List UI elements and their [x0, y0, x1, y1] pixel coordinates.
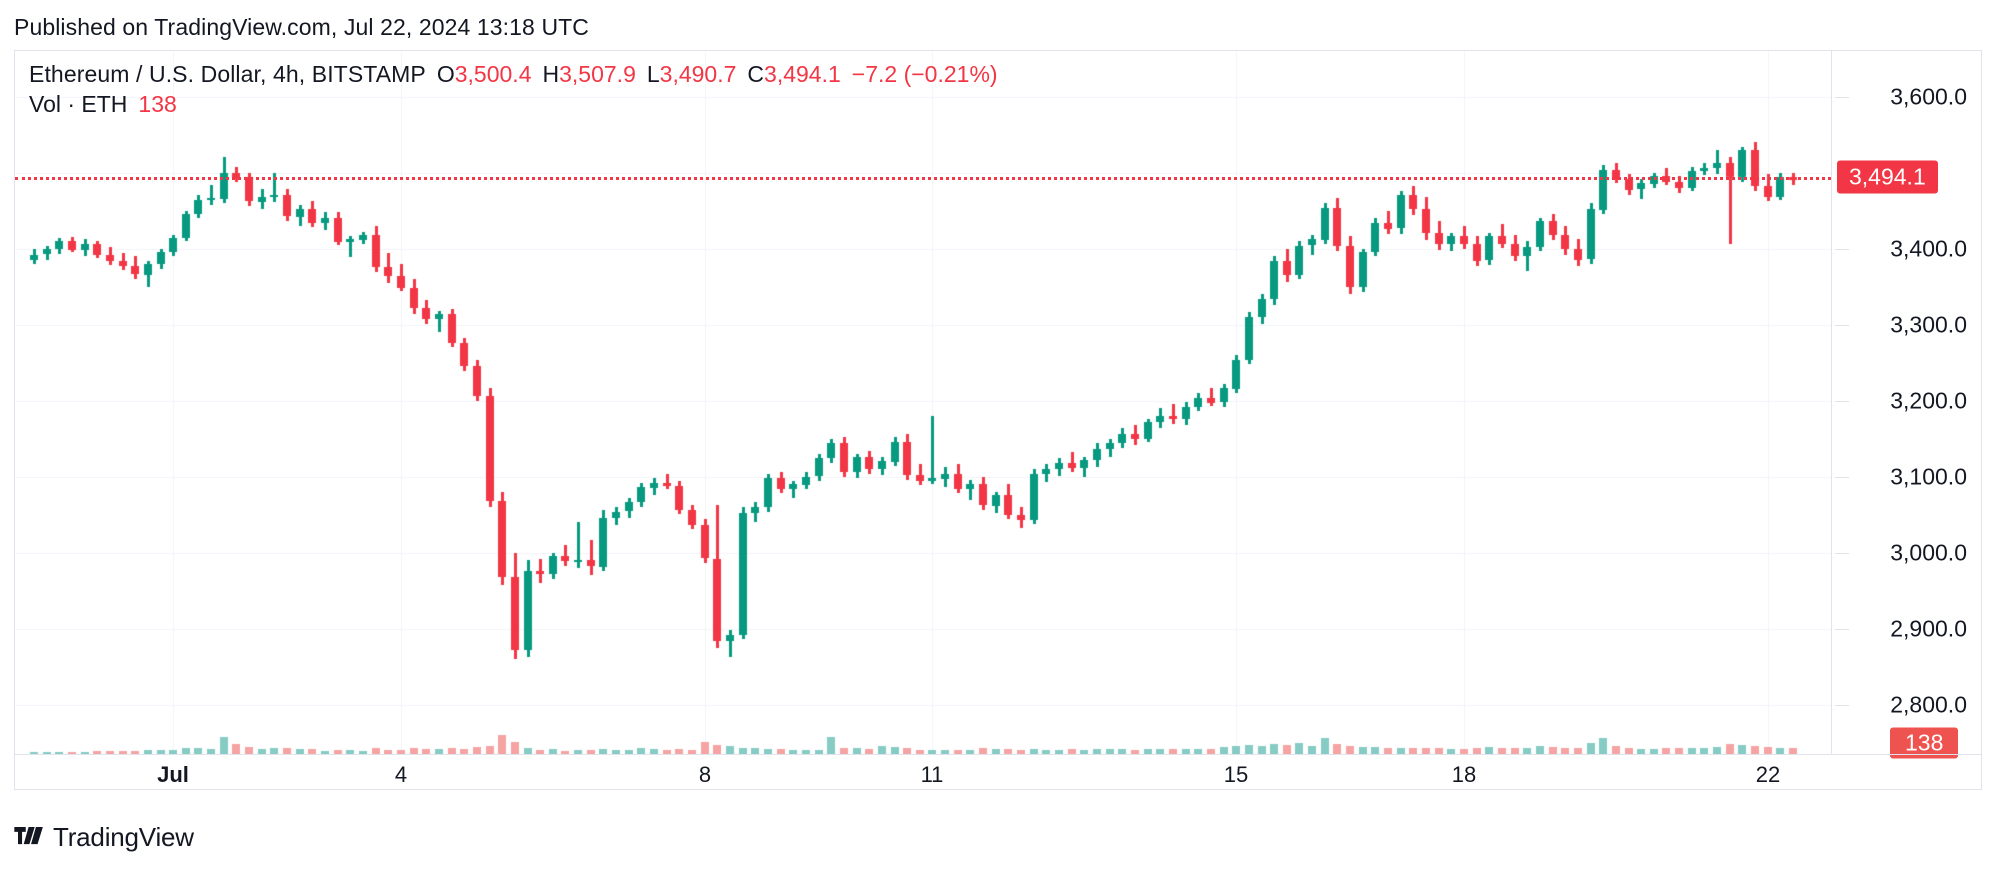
price-tick-label: 3,000.0: [1890, 539, 1967, 566]
time-tick-label: 4: [394, 762, 408, 787]
candlestick-canvas[interactable]: [15, 51, 1831, 754]
price-tick-label: 3,200.0: [1890, 387, 1967, 414]
price-tick-dash: [1835, 325, 1849, 326]
tradingview-logo-icon: [14, 826, 43, 844]
chart-container[interactable]: Ethereum / U.S. Dollar, 4h, BITSTAMP O3,5…: [14, 50, 1982, 790]
price-tick-label: 3,600.0: [1890, 83, 1967, 110]
chart-plot-area[interactable]: [15, 51, 1831, 754]
volume-value-badge[interactable]: 138: [1890, 727, 1959, 759]
price-tick-label: 2,900.0: [1890, 615, 1967, 642]
current-price-line: [15, 177, 1831, 180]
price-tick-dash: [1835, 249, 1849, 250]
time-tick-label: Jul: [157, 762, 189, 787]
price-tick-dash: [1835, 97, 1849, 98]
price-scale[interactable]: 3,600.0 3,400.0 3,300.0 3,200.0 3,100.0 3,000…: [1831, 51, 1981, 759]
price-tick-label: 3,300.0: [1890, 311, 1967, 338]
time-tick-label: 11: [920, 762, 944, 787]
price-tick-label: 2,800.0: [1890, 691, 1967, 718]
published-timestamp: Published on TradingView.com, Jul 22, 20…: [14, 14, 590, 40]
price-tick-dash: [1835, 705, 1849, 706]
price-tick-dash: [1835, 553, 1849, 554]
time-tick-label: 8: [698, 762, 712, 787]
current-price-badge[interactable]: 3,494.1: [1837, 160, 1938, 194]
time-tick-label: 18: [1451, 762, 1477, 787]
price-tick-label: 3,400.0: [1890, 235, 1967, 262]
price-tick-dash: [1835, 477, 1849, 478]
tradingview-brand-text: TradingView: [53, 822, 194, 852]
price-tick-label: 3,100.0: [1890, 463, 1967, 490]
time-tick-label: 15: [1223, 762, 1249, 787]
time-scale[interactable]: Jul 4 8 11 15 18 22: [15, 754, 1981, 789]
tradingview-footer: TradingView: [14, 822, 194, 853]
price-tick-dash: [1835, 629, 1849, 630]
price-tick-dash: [1835, 401, 1849, 402]
time-tick-label: 22: [1755, 762, 1781, 787]
